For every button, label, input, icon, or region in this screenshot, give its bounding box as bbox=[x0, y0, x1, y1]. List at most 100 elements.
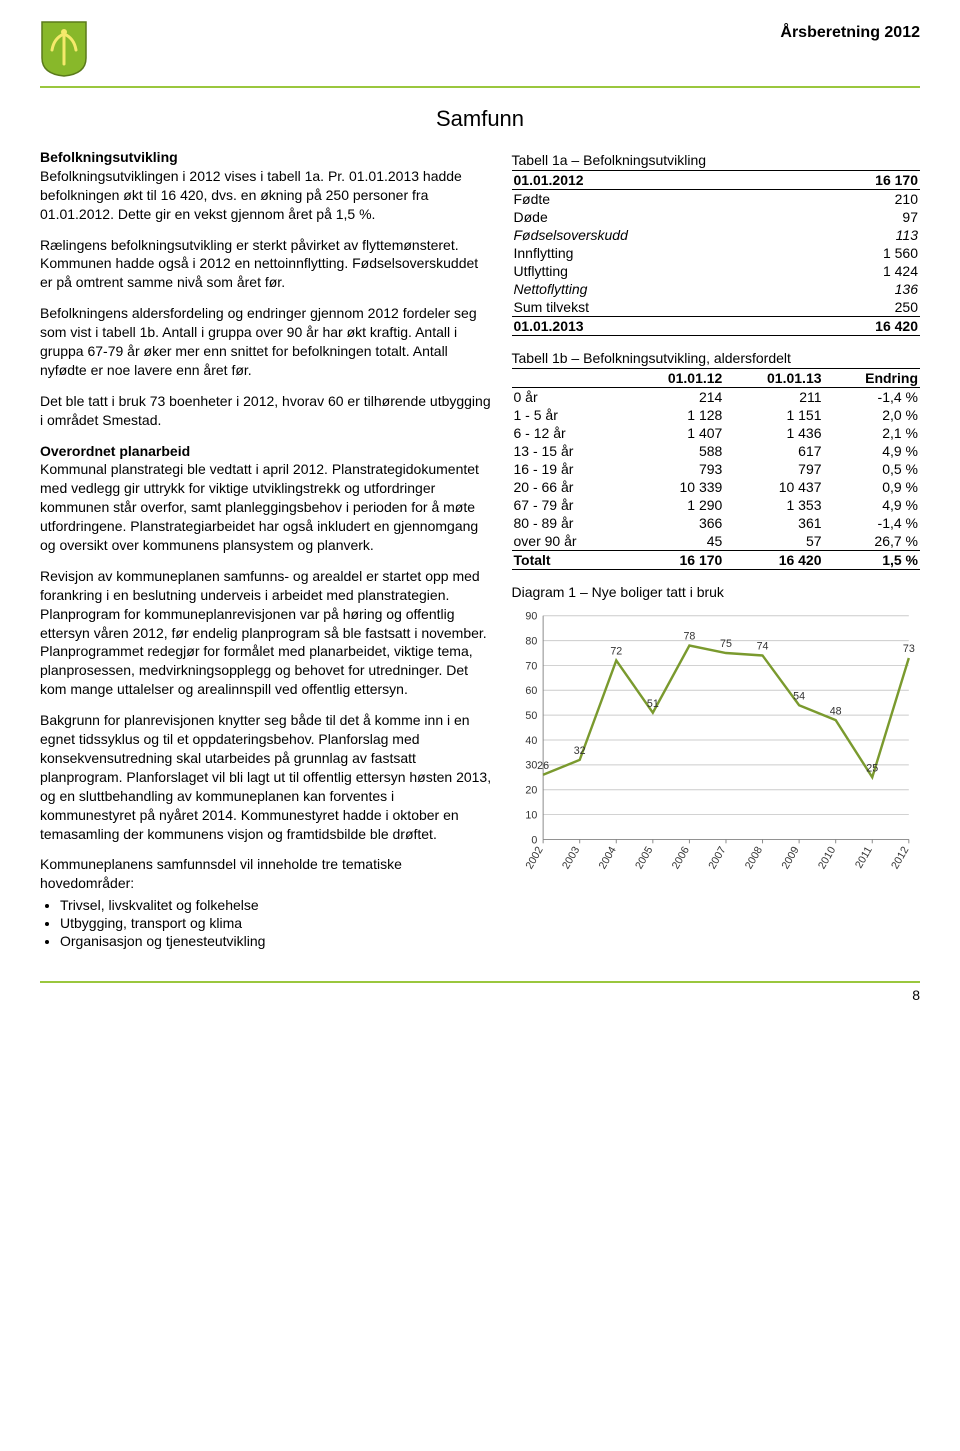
table-cell: 1 290 bbox=[625, 496, 724, 514]
table-row: Døde97 bbox=[512, 208, 921, 226]
table-cell: 1 424 bbox=[804, 262, 920, 280]
table-cell: 10 437 bbox=[724, 478, 823, 496]
table-cell: 214 bbox=[625, 388, 724, 407]
svg-text:48: 48 bbox=[829, 705, 841, 717]
content-columns: Befolkningsutvikling Befolkningsutviklin… bbox=[40, 148, 920, 951]
svg-text:30: 30 bbox=[525, 760, 537, 772]
svg-text:10: 10 bbox=[525, 809, 537, 821]
table-cell: Fødte bbox=[512, 190, 805, 209]
table-cell: 26,7 % bbox=[824, 532, 920, 551]
table-cell: 1 151 bbox=[724, 406, 823, 424]
table-cell: 10 339 bbox=[625, 478, 724, 496]
table-cell: 01.01.2012 bbox=[512, 171, 805, 190]
table-cell: Fødselsoverskudd bbox=[512, 226, 805, 244]
table-cell: 80 - 89 år bbox=[512, 514, 626, 532]
table-cell: Totalt bbox=[512, 551, 626, 570]
table-1b-title: Tabell 1b – Befolkningsutvikling, alders… bbox=[512, 350, 921, 366]
page-footer: 8 bbox=[40, 981, 920, 1003]
svg-text:2006: 2006 bbox=[669, 845, 691, 872]
table-row: Nettoflytting136 bbox=[512, 280, 921, 298]
svg-text:72: 72 bbox=[610, 646, 622, 658]
table-cell: 97 bbox=[804, 208, 920, 226]
table-cell: 4,9 % bbox=[824, 496, 920, 514]
table-cell: 67 - 79 år bbox=[512, 496, 626, 514]
table-cell: Døde bbox=[512, 208, 805, 226]
table-cell: 0,9 % bbox=[824, 478, 920, 496]
page-header: Årsberetning 2012 bbox=[40, 20, 920, 78]
table-cell: 0,5 % bbox=[824, 460, 920, 478]
table-cell: 1 407 bbox=[625, 424, 724, 442]
svg-text:2009: 2009 bbox=[779, 845, 801, 872]
svg-text:90: 90 bbox=[525, 611, 537, 623]
table-cell: 617 bbox=[724, 442, 823, 460]
table-cell: 16 170 bbox=[804, 171, 920, 190]
table-cell: 113 bbox=[804, 226, 920, 244]
table-cell: 0 år bbox=[512, 388, 626, 407]
table-1a: 01.01.2012 16 170 Fødte210Døde97Fødselso… bbox=[512, 170, 921, 336]
right-column: Tabell 1a – Befolkningsutvikling 01.01.2… bbox=[512, 148, 921, 951]
table-cell: 6 - 12 år bbox=[512, 424, 626, 442]
table-cell: 366 bbox=[625, 514, 724, 532]
svg-text:2002: 2002 bbox=[523, 845, 545, 872]
table-cell: 4,9 % bbox=[824, 442, 920, 460]
svg-text:74: 74 bbox=[756, 641, 768, 653]
table-row: 6 - 12 år1 4071 4362,1 % bbox=[512, 424, 921, 442]
svg-text:54: 54 bbox=[793, 690, 805, 702]
list-item: Organisasjon og tjenesteutvikling bbox=[60, 933, 492, 949]
svg-text:2011: 2011 bbox=[852, 845, 874, 871]
table-cell: 797 bbox=[724, 460, 823, 478]
line-chart: 0102030405060708090200220032004200520062… bbox=[512, 606, 921, 878]
table-cell: 16 - 19 år bbox=[512, 460, 626, 478]
footer-rule bbox=[40, 981, 920, 983]
chart-title: Diagram 1 – Nye boliger tatt i bruk bbox=[512, 584, 921, 600]
table-cell: 1,5 % bbox=[824, 551, 920, 570]
table-cell: 361 bbox=[724, 514, 823, 532]
left-column: Befolkningsutvikling Befolkningsutviklin… bbox=[40, 148, 492, 951]
table-row: Fødselsoverskudd113 bbox=[512, 226, 921, 244]
table-row: Fødte210 bbox=[512, 190, 921, 209]
svg-text:80: 80 bbox=[525, 635, 537, 647]
table-cell: 1 560 bbox=[804, 244, 920, 262]
table-cell: 588 bbox=[625, 442, 724, 460]
table-row: 20 - 66 år10 33910 4370,9 % bbox=[512, 478, 921, 496]
svg-text:75: 75 bbox=[720, 638, 732, 650]
svg-text:2005: 2005 bbox=[633, 845, 655, 872]
table-cell: 45 bbox=[625, 532, 724, 551]
table-row: 80 - 89 år366361-1,4 % bbox=[512, 514, 921, 532]
table-cell: 2,0 % bbox=[824, 406, 920, 424]
svg-text:50: 50 bbox=[525, 710, 537, 722]
svg-text:2012: 2012 bbox=[889, 845, 911, 872]
svg-text:2003: 2003 bbox=[560, 845, 582, 872]
table-cell: 1 128 bbox=[625, 406, 724, 424]
table-header bbox=[512, 369, 626, 388]
table-cell: 13 - 15 år bbox=[512, 442, 626, 460]
table-row: 16 - 19 år7937970,5 % bbox=[512, 460, 921, 478]
table-cell: 1 436 bbox=[724, 424, 823, 442]
table-cell: Sum tilvekst bbox=[512, 298, 805, 317]
list-item: Utbygging, transport og klima bbox=[60, 915, 492, 931]
svg-text:73: 73 bbox=[902, 643, 914, 655]
table-cell: 1 - 5 år bbox=[512, 406, 626, 424]
table-1b: 01.01.12 01.01.13 Endring 0 år214211-1,4… bbox=[512, 368, 921, 570]
table-row: 1 - 5 år1 1281 1512,0 % bbox=[512, 406, 921, 424]
table-cell: Utflytting bbox=[512, 262, 805, 280]
svg-text:26: 26 bbox=[537, 760, 549, 772]
paragraph: Kommuneplanens samfunnsdel vil inneholde… bbox=[40, 855, 492, 893]
list-item: Trivsel, livskvalitet og folkehelse bbox=[60, 897, 492, 913]
table-cell: 01.01.2013 bbox=[512, 317, 805, 336]
table-row: 13 - 15 år5886174,9 % bbox=[512, 442, 921, 460]
table-cell: 136 bbox=[804, 280, 920, 298]
table-cell: 793 bbox=[625, 460, 724, 478]
svg-text:78: 78 bbox=[683, 631, 695, 643]
table-cell: -1,4 % bbox=[824, 388, 920, 407]
svg-text:60: 60 bbox=[525, 685, 537, 697]
table-header: 01.01.12 bbox=[625, 369, 724, 388]
paragraph: Befolkningens aldersfordeling og endring… bbox=[40, 304, 492, 380]
svg-text:2004: 2004 bbox=[596, 845, 618, 872]
chart-container: 0102030405060708090200220032004200520062… bbox=[512, 606, 921, 881]
table-cell: 211 bbox=[724, 388, 823, 407]
svg-text:32: 32 bbox=[573, 745, 585, 757]
header-title: Årsberetning 2012 bbox=[780, 20, 920, 42]
table-header: 01.01.13 bbox=[724, 369, 823, 388]
table-cell: 16 420 bbox=[724, 551, 823, 570]
